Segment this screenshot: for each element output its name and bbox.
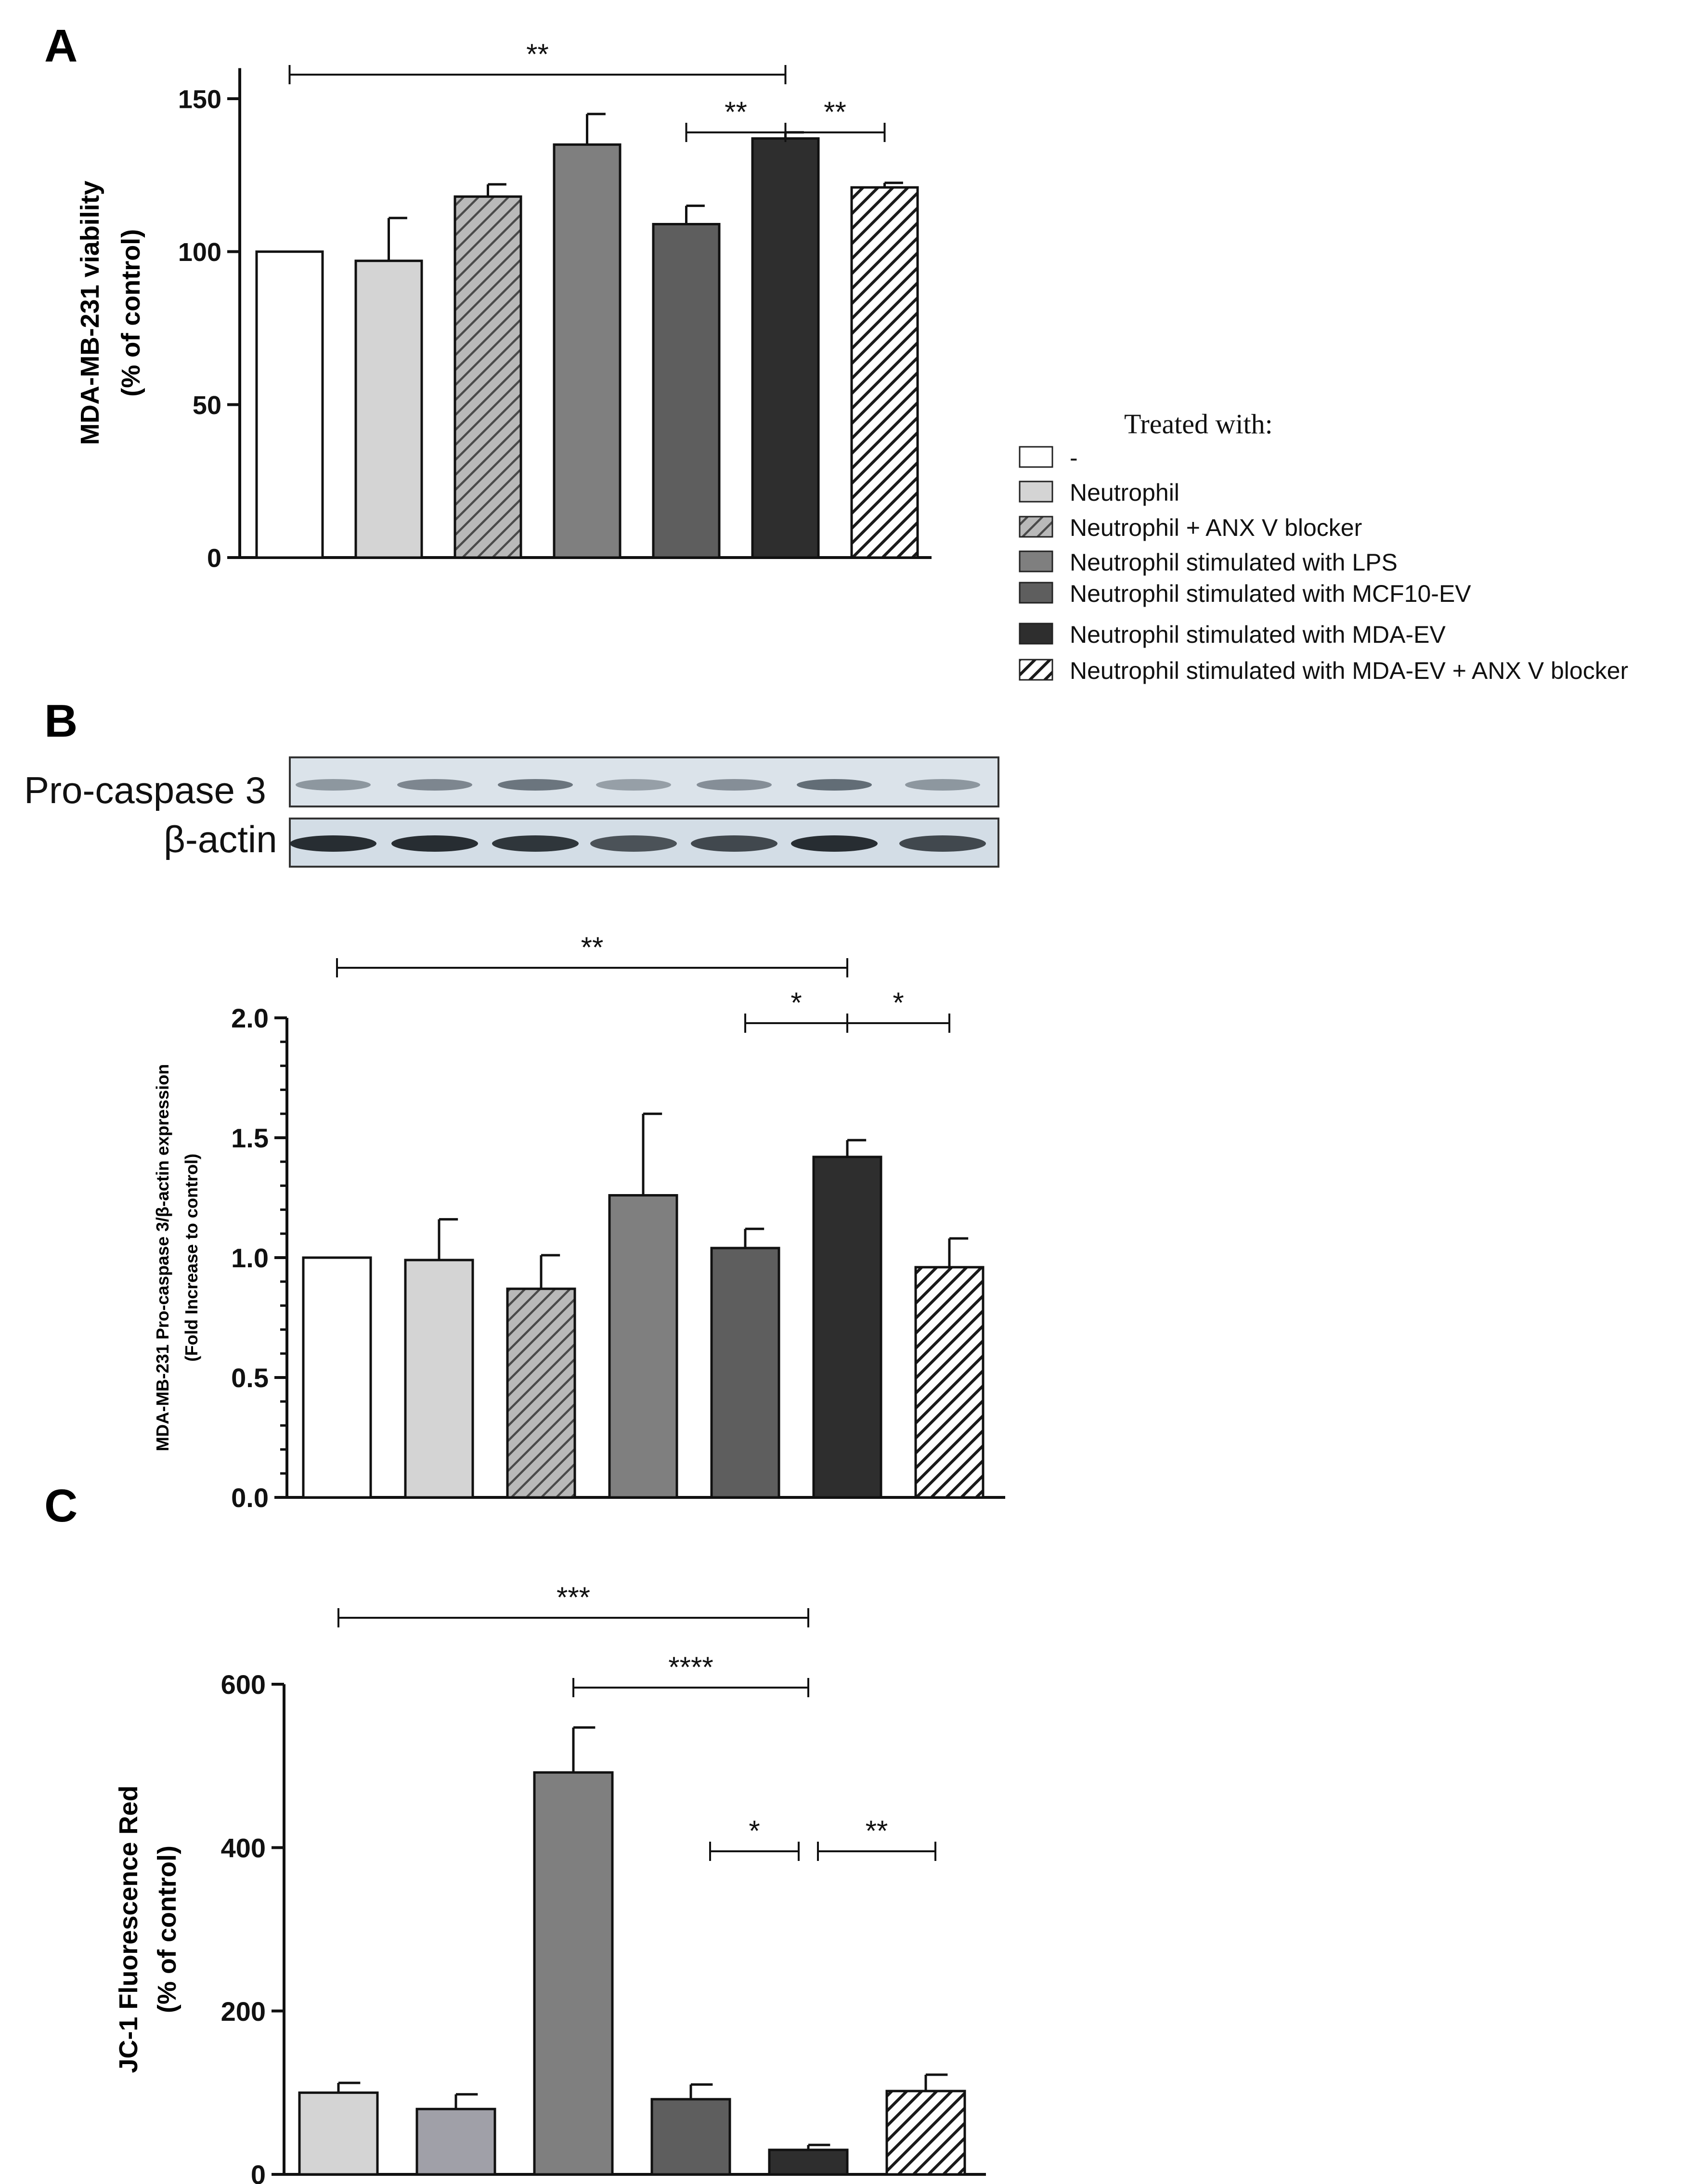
significance-label: ***: [557, 1581, 590, 1613]
significance-label: *: [749, 1815, 760, 1847]
significance-label: **: [725, 96, 747, 128]
legend-label: Neutrophil stimulated with MCF10-EV: [1070, 580, 1471, 607]
panel-a-letter: A: [44, 20, 78, 72]
blot-band-beta-actin: [391, 835, 478, 852]
bar: [710, 1247, 780, 1499]
y-axis-label-units: (% of control): [117, 229, 145, 397]
legend-swatch: [1019, 659, 1053, 681]
blot-band-beta-actin: [899, 835, 986, 852]
blot-band-beta-actin: [290, 835, 376, 852]
bar: [768, 2148, 849, 2176]
y-axis-label: JC-1 Fluorescence Red: [114, 1785, 143, 2073]
y-tick-label: 1.5: [231, 1123, 269, 1153]
y-tick-label: 150: [178, 85, 221, 114]
significance-label: *: [790, 987, 802, 1019]
y-tick-label: 0.0: [231, 1482, 269, 1513]
legend-swatch: [1019, 481, 1053, 503]
blot-band-procaspase3: [498, 779, 573, 791]
western-blot: Pro-caspase 3 β-actin: [24, 756, 999, 868]
legend-label: -: [1070, 444, 1078, 471]
blot-band-procaspase3: [697, 779, 772, 791]
bar: [354, 260, 423, 559]
bar: [453, 195, 522, 559]
bar: [885, 2090, 966, 2176]
significance-label: *: [893, 987, 904, 1019]
blot-label-beta-actin: β-actin: [164, 818, 277, 860]
legend-swatch: [1019, 516, 1053, 538]
y-axis-label-units: (Fold Increase to control): [181, 1154, 201, 1362]
blot-band-procaspase3: [596, 779, 671, 791]
bar: [553, 143, 622, 559]
y-tick-label: 100: [178, 238, 221, 267]
y-tick-label: 0: [207, 544, 221, 572]
y-tick-label: 1.0: [231, 1243, 269, 1273]
bar: [812, 1156, 882, 1499]
legend-swatch: [1019, 623, 1053, 645]
blot-band-procaspase3: [797, 779, 872, 791]
bar: [850, 186, 919, 559]
significance-label: **: [824, 96, 846, 128]
bar: [608, 1194, 678, 1499]
y-tick-label: 2.0: [231, 1003, 269, 1033]
bar: [751, 137, 820, 559]
panel-b-letter: B: [44, 695, 78, 747]
chart-panel-c: 0 200 400 600 JC-1 Fluorescence Red (% of con…: [114, 1581, 986, 2184]
bar: [298, 2091, 379, 2176]
significance-label: ****: [668, 1651, 713, 1683]
legend-label: Neutrophil stimulated with LPS: [1070, 549, 1398, 576]
significance-label: **: [526, 38, 549, 70]
blot-band-beta-actin: [691, 835, 777, 852]
chart-panel-b: 0.0 0.5 1.0 1.5 2.0 MDA-MB-231 Pro-caspase 3/…: [153, 931, 1005, 1513]
bar: [914, 1266, 985, 1499]
y-tick-label: 50: [193, 391, 221, 420]
bar: [652, 222, 721, 559]
y-axis-label-units: (% of control): [153, 1846, 181, 2013]
legend: Treated with: - Neutrophil Neutrophil + AN…: [1019, 408, 1628, 684]
legend-title: Treated with:: [1124, 408, 1273, 440]
y-tick-label: 400: [221, 1833, 266, 1863]
y-axis-label: MDA-MB-231 Pro-caspase 3/β-actin express…: [153, 1064, 172, 1451]
y-tick-label: 200: [221, 1996, 266, 2027]
chart-panel-a: 0 50 100 150 MDA-MB-231 viability (% of contr…: [76, 38, 932, 572]
blot-band-beta-actin: [791, 835, 878, 852]
y-tick-label: 0.5: [231, 1363, 269, 1393]
y-axis-label: MDA-MB-231 viability: [76, 181, 104, 445]
bar: [650, 2098, 731, 2176]
blot-band-beta-actin: [492, 835, 579, 852]
blot-band-procaspase3: [397, 779, 472, 791]
y-tick-label: 600: [221, 1669, 266, 1700]
bar: [302, 1256, 372, 1499]
legend-label: Neutrophil: [1070, 479, 1179, 506]
blot-band-procaspase3: [296, 779, 371, 791]
bar: [533, 1771, 614, 2176]
blot-band-procaspase3: [905, 779, 980, 791]
legend-label: Neutrophil stimulated with MDA-EV: [1070, 621, 1446, 648]
bar: [255, 250, 324, 559]
bar: [404, 1259, 474, 1499]
legend-swatch: [1019, 550, 1053, 572]
legend-label: Neutrophil + ANX V blocker: [1070, 514, 1362, 541]
panel-c-letter: C: [44, 1480, 78, 1532]
blot-label-procaspase3: Pro-caspase 3: [24, 769, 266, 811]
legend-label: Neutrophil stimulated with MDA-EV + ANX …: [1070, 657, 1628, 684]
significance-label: **: [866, 1815, 888, 1847]
significance-label: **: [581, 931, 604, 963]
legend-swatch: [1019, 582, 1053, 604]
bar: [506, 1287, 576, 1499]
y-tick-label: 0: [251, 2159, 266, 2184]
blot-band-beta-actin: [590, 835, 677, 852]
legend-swatch: [1019, 446, 1053, 468]
bar: [415, 2107, 496, 2176]
